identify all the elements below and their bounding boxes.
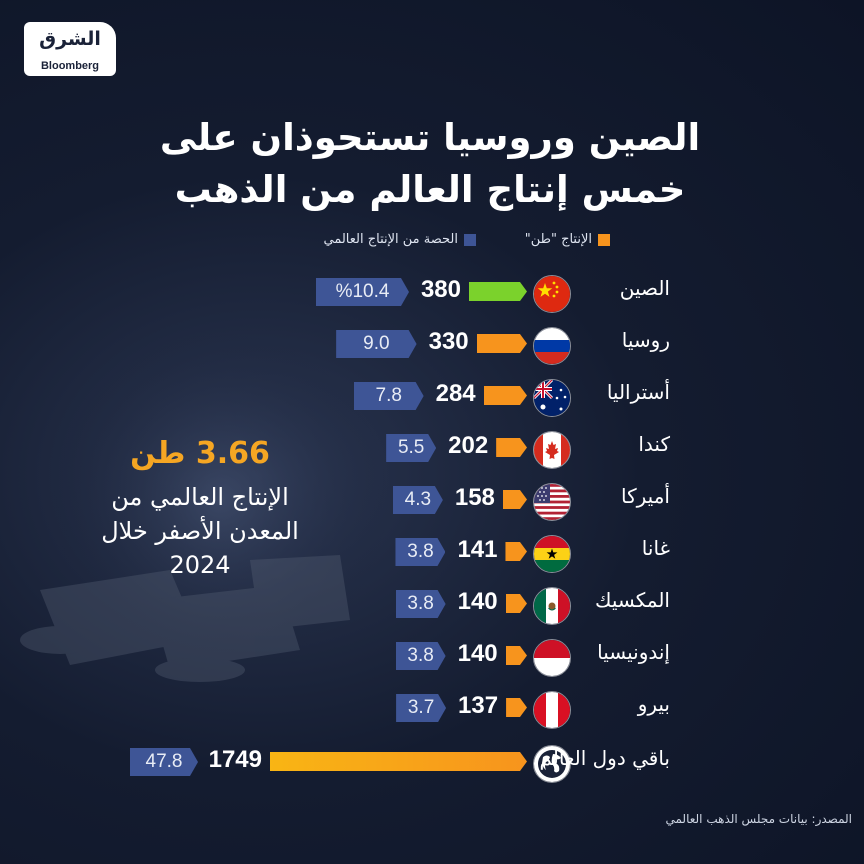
production-bar	[496, 438, 527, 457]
country-label: إندونيسيا	[597, 640, 670, 664]
country-label: روسيا	[621, 328, 670, 352]
production-value: 284	[435, 380, 476, 407]
legend-production-swatch	[598, 233, 610, 246]
legend-share-swatch	[464, 233, 476, 246]
title-line-2: خمس إنتاج العالم من الذهب	[174, 168, 686, 211]
production-value: 140	[457, 588, 498, 615]
country-label: بيرو	[637, 692, 670, 716]
production-bar	[469, 282, 527, 301]
production-bar	[506, 646, 527, 665]
chart-row: 141 3.8 غانا	[0, 532, 864, 573]
country-label: باقي دول العالم	[539, 746, 671, 770]
globe-icon	[533, 745, 571, 783]
mexico-flag	[533, 587, 571, 625]
china-flag	[533, 275, 571, 313]
production-value: 137	[458, 692, 499, 719]
production-value: 140	[457, 640, 498, 667]
legend-production: الإنتاج "طن"	[525, 232, 610, 247]
title-line-1: الصين وروسيا تستحوذان على	[159, 116, 701, 159]
share-value: 3.8	[396, 642, 446, 670]
production-bar	[506, 594, 527, 613]
share-value: 3.8	[396, 590, 446, 618]
ghana-flag	[533, 535, 571, 573]
share-value: %10.4	[316, 278, 409, 306]
share-value: 47.8	[130, 748, 198, 776]
source-note: المصدر: بيانات مجلس الذهب العالمي	[665, 812, 852, 826]
country-label: المكسيك	[595, 588, 670, 612]
country-label: غانا	[641, 536, 670, 560]
share-value: 5.5	[386, 434, 436, 462]
world-total-caption: الإنتاج العالمي من المعدن الأصفر خلال 20…	[101, 483, 299, 579]
russia-flag	[533, 327, 571, 365]
page-title: الصين وروسيا تستحوذان على خمس إنتاج العا…	[150, 112, 710, 216]
production-bar	[270, 752, 527, 771]
production-value: 141	[457, 536, 498, 563]
indonesia-flag	[533, 639, 571, 677]
chart-row: 140 3.8 المكسيك	[0, 584, 864, 625]
country-label: أستراليا	[606, 380, 670, 404]
chart-row: 140 3.8 إندونيسيا	[0, 636, 864, 677]
production-bar	[506, 698, 527, 717]
canada-flag	[533, 431, 571, 469]
share-value: 7.8	[354, 382, 424, 410]
share-value: 3.7	[396, 694, 446, 722]
production-value: 158	[454, 484, 495, 511]
country-label: الصين	[619, 276, 670, 300]
chart-row: 1749 47.8 باقي دول العالم	[0, 742, 864, 783]
australia-flag	[533, 379, 571, 417]
share-value: 3.8	[395, 538, 445, 566]
alsharq-bloomberg-logo: الشرق Bloomberg	[24, 22, 116, 76]
share-value: 4.3	[393, 486, 443, 514]
production-bar	[484, 386, 527, 405]
production-value: 1749	[208, 746, 262, 773]
usa-flag	[533, 483, 571, 521]
share-value: 9.0	[336, 330, 416, 358]
country-label: كندا	[638, 432, 670, 456]
chart-row: 284 7.8 أستراليا	[0, 376, 864, 417]
chart-row: 330 9.0 روسيا	[0, 324, 864, 365]
production-bar	[477, 334, 527, 353]
chart-row: 202 5.5 كندا	[0, 428, 864, 469]
peru-flag	[533, 691, 571, 729]
production-value: 330	[428, 328, 469, 355]
country-label: أميركا	[621, 484, 670, 508]
production-value: 202	[448, 432, 489, 459]
production-value: 380	[420, 276, 461, 303]
chart-row: 158 4.3 أميركا	[0, 480, 864, 521]
chart-row: 137 3.7 بيرو	[0, 688, 864, 729]
world-total-headline: 3.66 طن	[130, 436, 270, 471]
production-bar	[503, 490, 527, 509]
legend-share: الحصة من الإنتاج العالمي	[323, 232, 476, 247]
production-bar	[505, 542, 527, 561]
chart-row: 380 %10.4 الصين	[0, 272, 864, 313]
